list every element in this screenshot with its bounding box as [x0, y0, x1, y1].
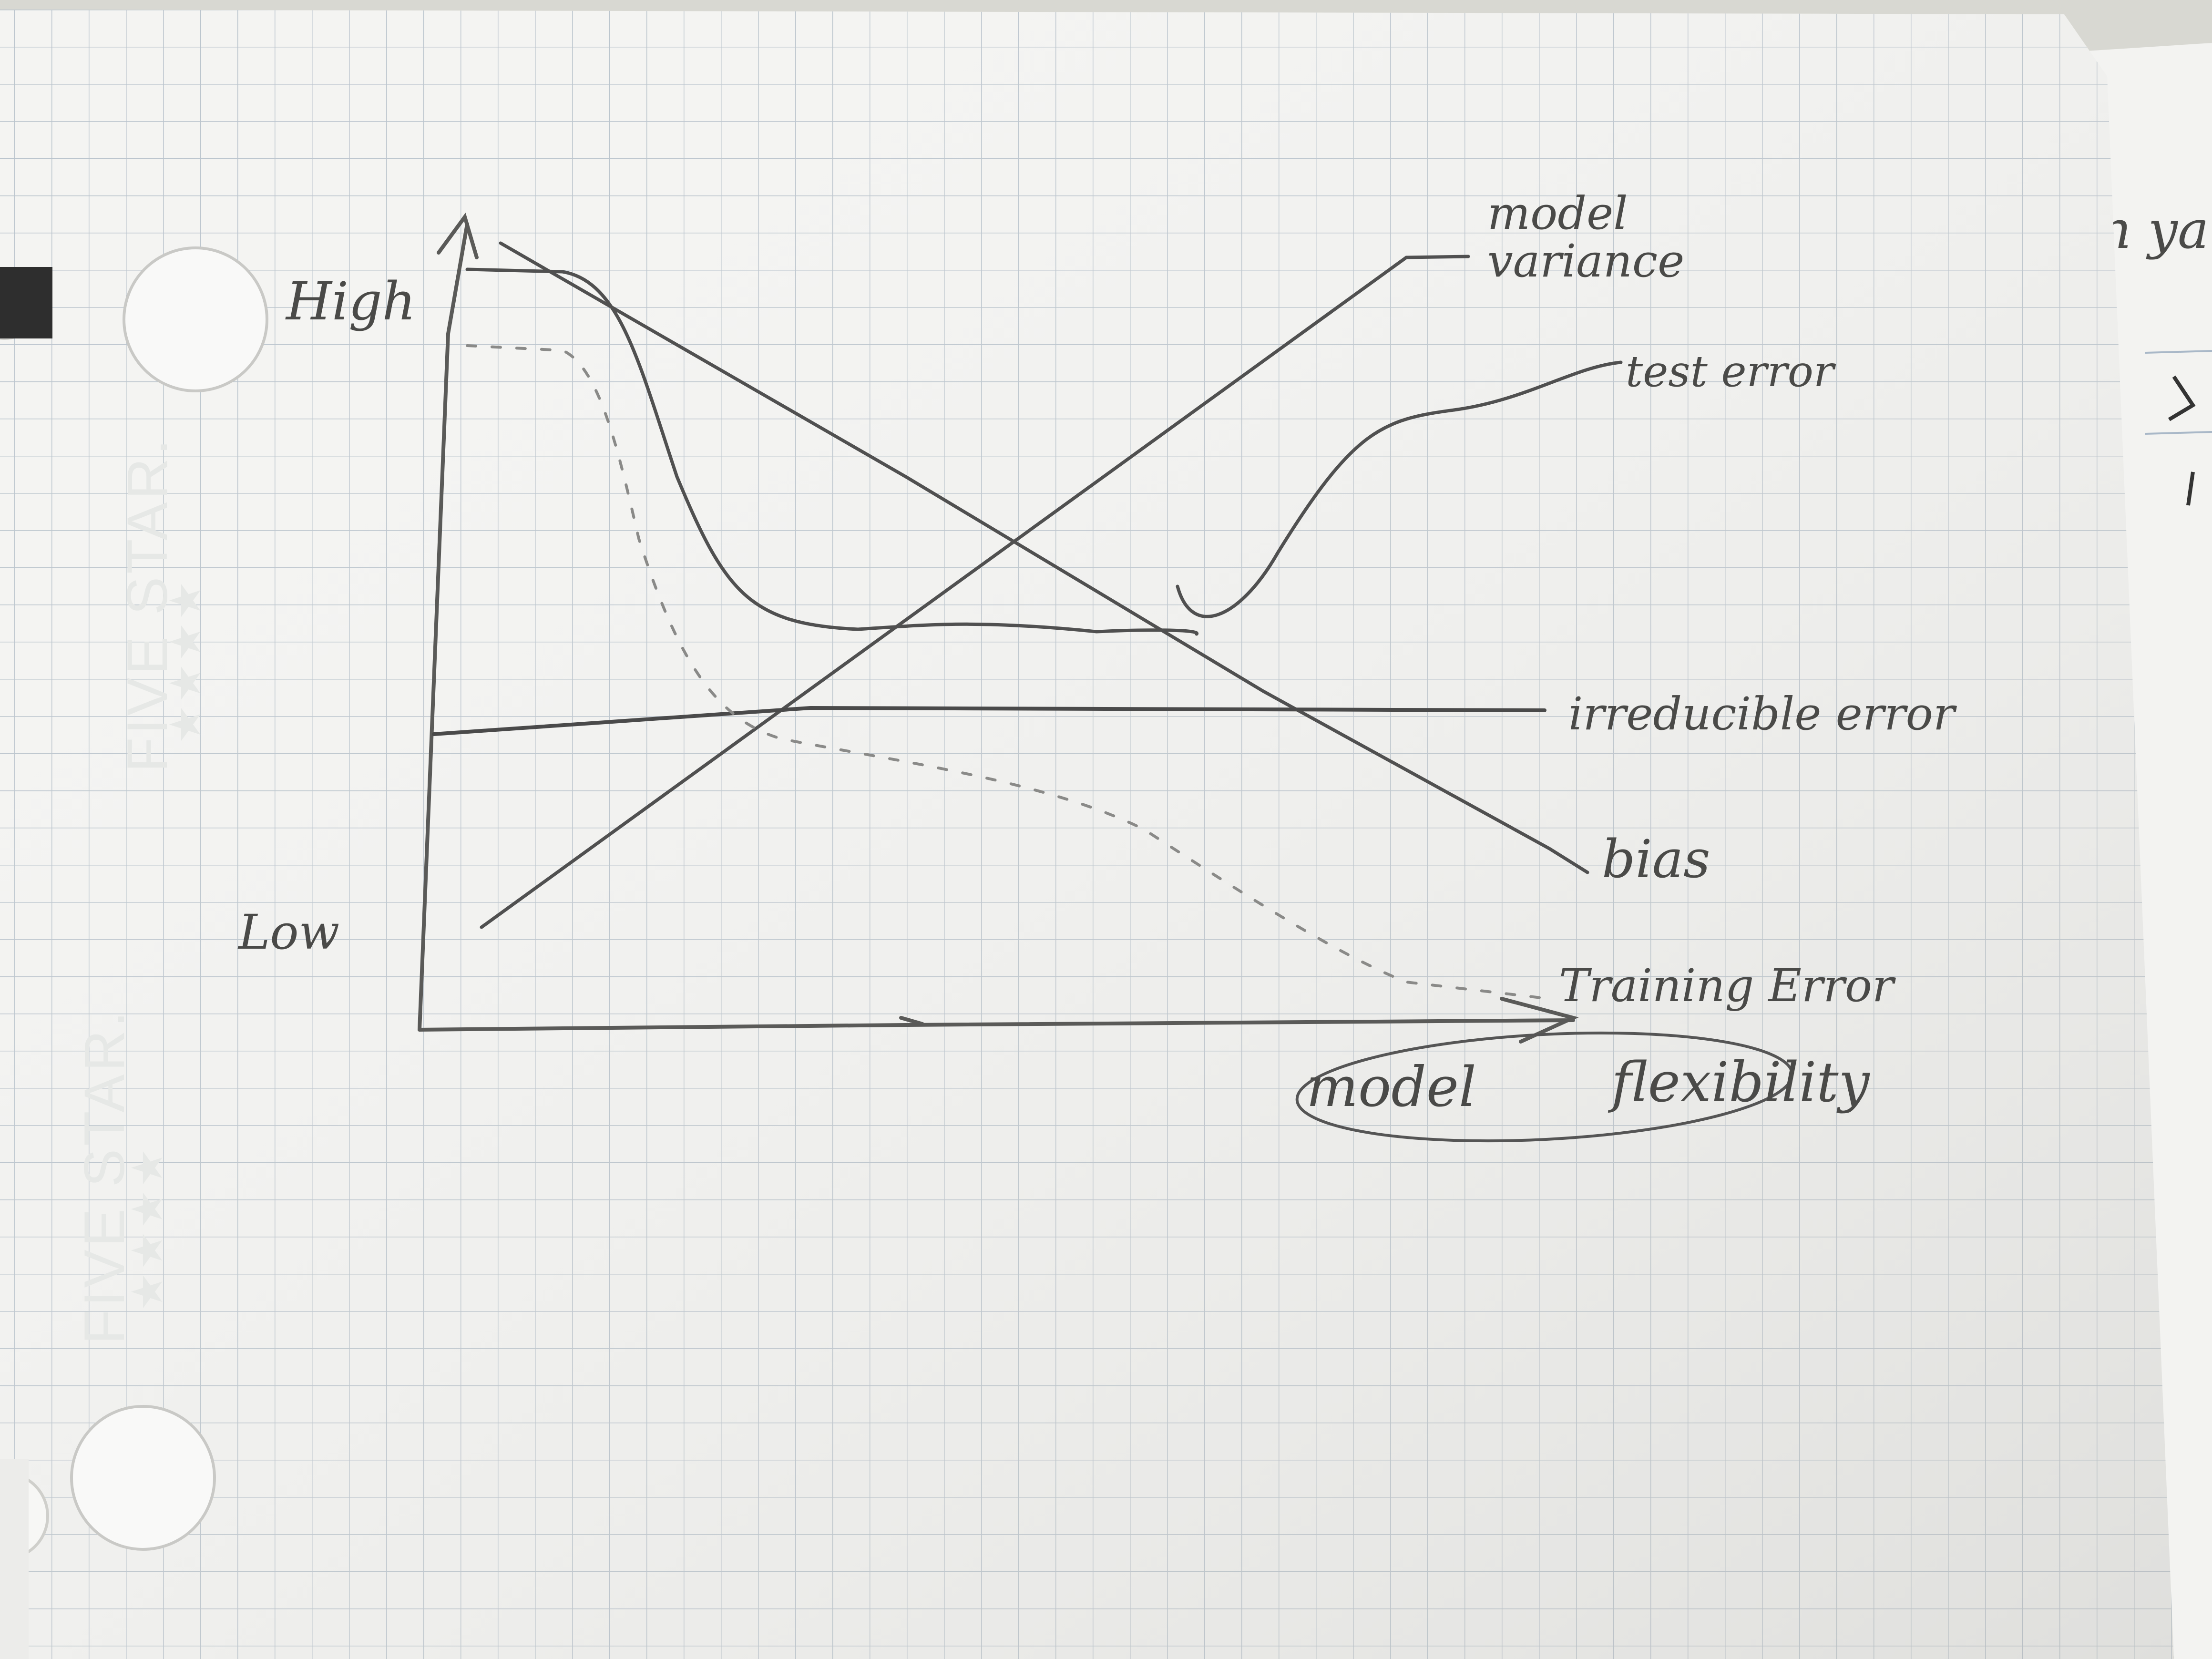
test-error-curve-left — [465, 267, 1198, 636]
binder-hole-cutouts — [70, 246, 268, 1551]
x-axis-label-word2: flexibility — [1608, 1051, 1871, 1115]
brand-stars-2: ★★★★ — [124, 1146, 172, 1311]
neighbor-page-fragment: n ya — [2098, 199, 2209, 260]
bias-curve — [499, 241, 1589, 874]
model-variance-label-line1: model — [1487, 187, 1628, 240]
x-axis-label-word1: model — [1306, 1055, 1476, 1119]
model-variance-label-line2: variance — [1487, 235, 1684, 287]
neighbor-page-lines — [2145, 350, 2212, 435]
model-variance-curve — [480, 255, 1470, 929]
bias-label: bias — [1602, 829, 1710, 890]
x-axis-label-circle — [1295, 1031, 1794, 1143]
binder-holes — [0, 267, 52, 1659]
neighbor-page-marks — [2168, 375, 2196, 506]
x-axis — [418, 1018, 1575, 1032]
test-error-label: test error — [1626, 347, 1836, 397]
training-error-label: Training Error — [1559, 960, 1896, 1012]
y-axis-low-label: Low — [237, 904, 339, 960]
brand-watermark-2: FIVE STAR. — [72, 1008, 136, 1344]
irreducible-error-label: irreducible error — [1568, 688, 1957, 740]
page-shading — [0, 10, 2174, 1659]
test-error-curve-right — [1176, 360, 1623, 618]
brand-stars-1: ★★★★ — [162, 578, 210, 744]
brand-watermark-1: FIVE STAR. — [115, 436, 179, 772]
y-axis-high-label: High — [285, 271, 416, 332]
y-axis — [418, 213, 479, 1032]
irreducible-error-line — [432, 706, 1546, 736]
